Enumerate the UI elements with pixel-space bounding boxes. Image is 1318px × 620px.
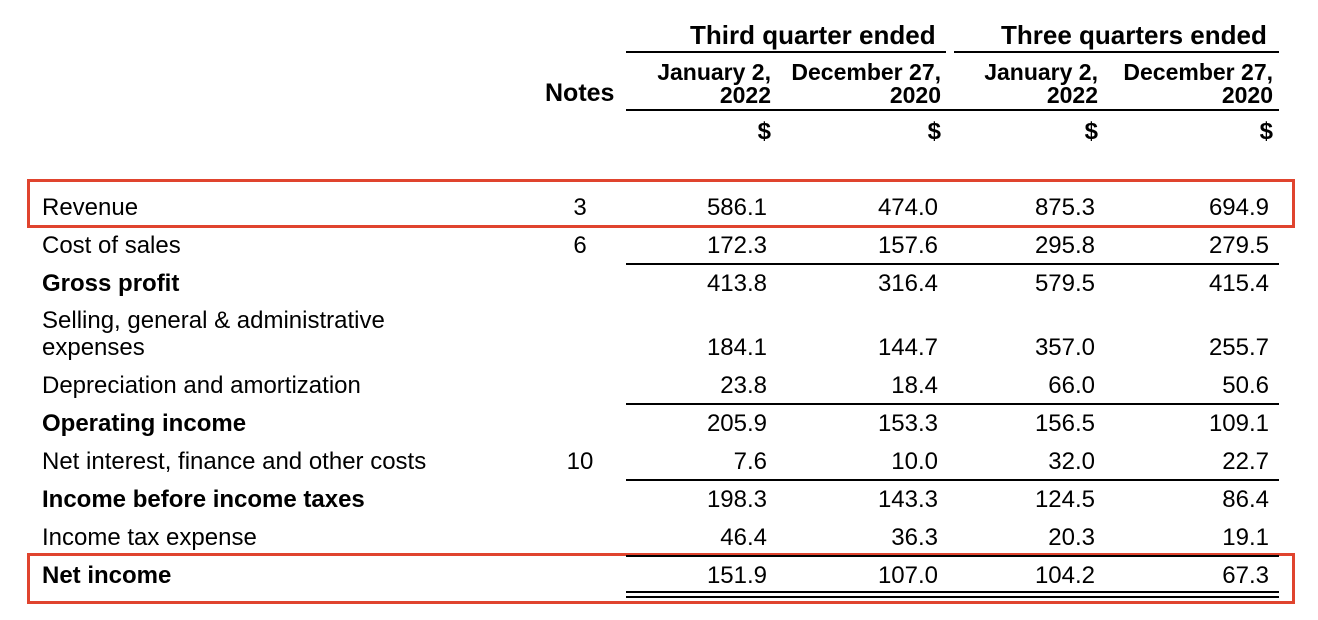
cell-net-interest-4: 22.7 — [1222, 448, 1269, 475]
column-header-3-line1: January 2, — [984, 59, 1098, 85]
cell-net-income-3: 104.2 — [1034, 562, 1095, 589]
cell-net-income-2: 107.0 — [877, 562, 938, 589]
cell-cost-of-sales-3: 295.8 — [1034, 232, 1095, 259]
total-double-rule-bottom — [626, 596, 1279, 598]
header-rule-dates — [626, 109, 1279, 111]
column-header-3-line2: 2022 — [1046, 82, 1098, 108]
column-header-2: December 27, 2020 — [791, 61, 941, 107]
column-header-4: December 27, 2020 — [1123, 61, 1273, 107]
cell-sga-4: 255.7 — [1208, 334, 1269, 361]
subtotal-rule-net-income — [626, 555, 1279, 557]
cell-revenue-2: 474.0 — [877, 194, 938, 221]
subtotal-rule-operating-income — [626, 403, 1279, 405]
revenue-highlight-box — [27, 179, 1295, 228]
cell-net-interest-3: 32.0 — [1048, 448, 1095, 475]
header-rule-group1 — [626, 51, 946, 53]
cell-gross-profit-2: 316.4 — [877, 270, 938, 297]
cell-operating-income-3: 156.5 — [1034, 410, 1095, 437]
cell-sga-1: 184.1 — [706, 334, 767, 361]
header-rule-group2 — [954, 51, 1279, 53]
cell-revenue-4: 694.9 — [1208, 194, 1269, 221]
cell-depreciation-2: 18.4 — [891, 372, 938, 399]
cell-gross-profit-1: 413.8 — [706, 270, 767, 297]
column-header-1-line2: 2022 — [719, 82, 771, 108]
cell-net-income-4: 67.3 — [1222, 562, 1269, 589]
group-title-third-quarter: Third quarter ended — [690, 20, 936, 50]
cell-revenue-3: 875.3 — [1034, 194, 1095, 221]
row-label-cost-of-sales: Cost of sales — [42, 232, 181, 259]
cell-gross-profit-4: 415.4 — [1208, 270, 1269, 297]
cell-operating-income-1: 205.9 — [706, 410, 767, 437]
cell-net-income-1: 151.9 — [706, 562, 767, 589]
subtotal-rule-gross-profit — [626, 263, 1279, 265]
total-double-rule-top — [626, 591, 1279, 593]
row-label-operating-income: Operating income — [42, 410, 247, 437]
column-header-2-line2: 2020 — [889, 82, 941, 108]
column-header-4-line2: 2020 — [1221, 82, 1273, 108]
cell-cost-of-sales-4: 279.5 — [1208, 232, 1269, 259]
row-label-sga-line2: expenses — [42, 334, 145, 361]
cell-income-tax-3: 20.3 — [1048, 524, 1095, 551]
cell-operating-income-4: 109.1 — [1208, 410, 1269, 437]
net-income-highlight-box — [27, 553, 1295, 604]
row-note-revenue: 3 — [573, 194, 587, 221]
column-header-2-line1: December 27, — [791, 59, 941, 85]
notes-header: Notes — [545, 79, 615, 107]
row-label-sga-line1: Selling, general & administrative — [42, 307, 385, 334]
cell-net-interest-1: 7.6 — [733, 448, 767, 475]
currency-1: $ — [757, 118, 771, 145]
cell-income-tax-4: 19.1 — [1222, 524, 1269, 551]
row-label-income-tax: Income tax expense — [42, 524, 257, 551]
cell-depreciation-4: 50.6 — [1222, 372, 1269, 399]
cell-income-before-taxes-3: 124.5 — [1034, 486, 1095, 513]
cell-net-interest-2: 10.0 — [891, 448, 938, 475]
currency-3: $ — [1084, 118, 1098, 145]
cell-depreciation-1: 23.8 — [720, 372, 767, 399]
row-note-cost-of-sales: 6 — [573, 232, 587, 259]
column-header-1: January 2, 2022 — [657, 61, 771, 107]
cell-income-tax-2: 36.3 — [891, 524, 938, 551]
column-header-4-line1: December 27, — [1123, 59, 1273, 85]
row-note-net-interest: 10 — [566, 448, 594, 475]
row-label-net-interest: Net interest, finance and other costs — [42, 448, 427, 475]
column-header-3: January 2, 2022 — [984, 61, 1098, 107]
row-label-gross-profit: Gross profit — [42, 270, 180, 297]
row-label-revenue: Revenue — [42, 194, 139, 221]
cell-income-before-taxes-2: 143.3 — [877, 486, 938, 513]
currency-2: $ — [927, 118, 941, 145]
currency-4: $ — [1259, 118, 1273, 145]
column-header-1-line1: January 2, — [657, 59, 771, 85]
cell-income-tax-1: 46.4 — [720, 524, 767, 551]
subtotal-rule-income-before-taxes — [626, 479, 1279, 481]
cell-gross-profit-3: 579.5 — [1034, 270, 1095, 297]
row-label-depreciation: Depreciation and amortization — [42, 372, 361, 399]
cell-income-before-taxes-1: 198.3 — [706, 486, 767, 513]
cell-revenue-1: 586.1 — [706, 194, 767, 221]
cell-income-before-taxes-4: 86.4 — [1222, 486, 1269, 513]
row-label-income-before-taxes: Income before income taxes — [42, 486, 365, 513]
cell-cost-of-sales-2: 157.6 — [877, 232, 938, 259]
cell-operating-income-2: 153.3 — [877, 410, 938, 437]
cell-cost-of-sales-1: 172.3 — [706, 232, 767, 259]
row-label-net-income: Net income — [42, 562, 172, 589]
cell-sga-3: 357.0 — [1034, 334, 1095, 361]
cell-depreciation-3: 66.0 — [1048, 372, 1095, 399]
cell-sga-2: 144.7 — [877, 334, 938, 361]
group-title-three-quarters: Three quarters ended — [1001, 20, 1267, 50]
